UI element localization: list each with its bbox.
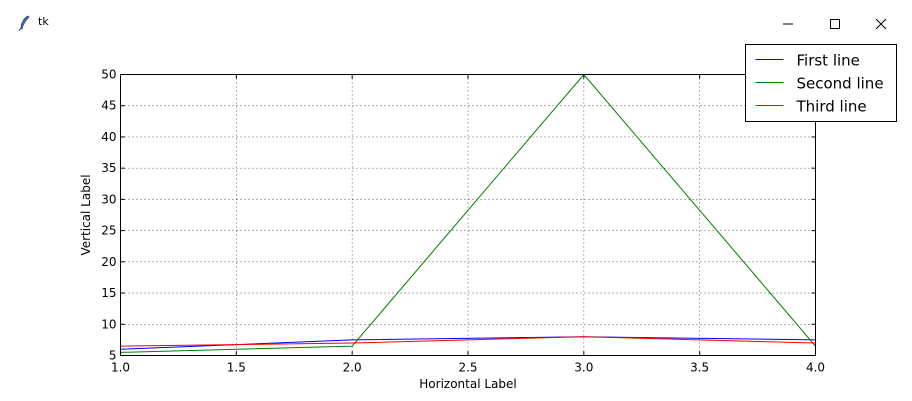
y-tick-label: 35: [101, 161, 116, 175]
x-tick-label: 2.5: [458, 361, 477, 375]
minimize-icon: [783, 23, 793, 25]
window-titlebar: tk: [0, 0, 912, 44]
x-tick-label: 1.5: [227, 361, 246, 375]
series-line-3: [120, 336, 816, 347]
x-tick-label: 1.0: [111, 361, 130, 375]
x-axis-label: Horizontal Label: [419, 377, 516, 391]
close-button[interactable]: [865, 10, 897, 36]
y-tick-label: 10: [101, 317, 116, 331]
maximize-icon: [830, 19, 840, 29]
y-tick-label: 15: [101, 286, 116, 300]
y-tick-label: 45: [101, 99, 116, 113]
close-icon: [875, 18, 887, 30]
y-tick-label: 40: [101, 130, 116, 144]
y-tick-label: 30: [101, 192, 116, 206]
series-line-2: [120, 73, 816, 353]
legend-label-2: Second line: [797, 75, 884, 93]
x-tick-label: 4.0: [806, 361, 825, 375]
chart-ticks: 1.0 1.5 2.0 2.5 3.0 3.5 4.0 5 10 15 20 25 30 35 40 45 50: [101, 68, 825, 375]
feather-icon: [16, 14, 34, 32]
x-tick-label: 3.5: [690, 361, 709, 375]
chart-grid: [120, 74, 816, 356]
legend-label-1: First line: [797, 52, 860, 70]
x-tick-label: 3.0: [574, 361, 593, 375]
y-tick-label: 20: [101, 255, 116, 269]
chart-series: [120, 73, 816, 353]
y-tick-label: 5: [109, 349, 117, 363]
window-title: tk: [38, 15, 49, 28]
y-tick-label: 50: [101, 68, 116, 82]
legend-label-3: Third line: [796, 98, 867, 116]
x-tick-label: 2.0: [343, 361, 362, 375]
chart-legend: First line Second line Third line: [745, 44, 897, 122]
y-axis-label: Vertical Label: [79, 174, 93, 255]
maximize-button[interactable]: [819, 10, 851, 36]
y-tick-label: 25: [101, 224, 116, 238]
minimize-button[interactable]: [772, 10, 804, 36]
